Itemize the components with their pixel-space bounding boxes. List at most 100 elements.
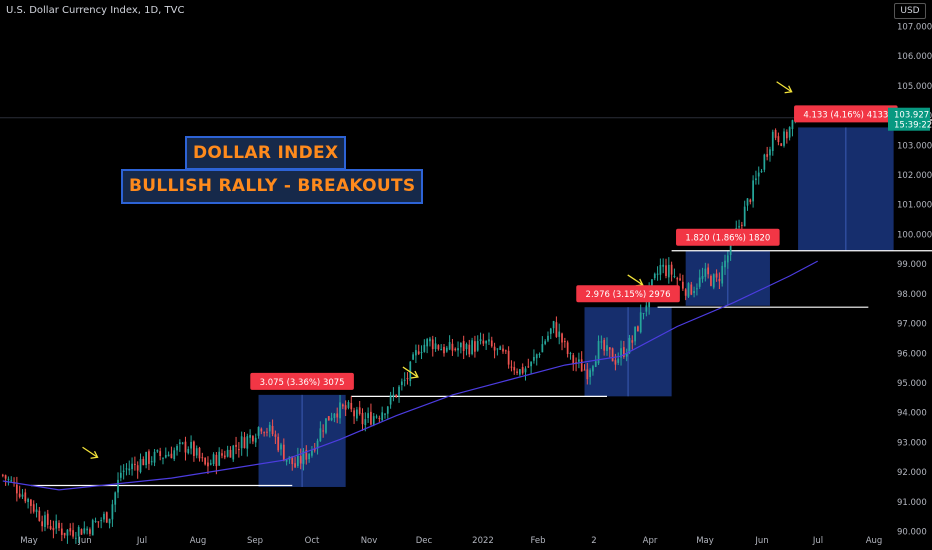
candle-body [86,528,88,531]
candle-body [7,478,10,480]
y-tick-label: 101.000 [897,201,932,211]
candle-body [80,529,83,535]
candle-body [645,305,648,312]
candle-body [142,458,145,466]
candle-body [757,172,760,177]
candle-body [268,424,271,432]
candle-body [55,520,58,529]
candle-body [350,402,353,410]
candle-body [718,278,721,282]
candle-body [209,463,212,465]
candle-body [128,468,131,471]
candle-body [611,348,614,362]
candle-body [139,459,142,473]
candle-body [195,448,198,456]
candle-body [510,366,513,368]
candle-body [252,436,254,442]
candle-body [263,432,266,434]
candle-body [566,342,569,354]
symbol-title[interactable]: U.S. Dollar Currency Index, 1D, TVC [6,5,185,16]
candle-body [1,474,4,476]
x-tick-label: 2 [591,536,596,546]
candle-body [63,532,66,536]
candle-body [91,520,94,536]
candle-body [712,274,715,288]
candle-body [111,504,114,520]
candle-body [122,470,125,472]
candle-body [541,344,544,353]
time-axis[interactable]: May Jun Jul Aug Sep Oct Nov Dec 2022 Feb 2 Apr May Ju… [20,536,882,546]
candle-body [538,354,541,356]
candle-body [721,265,724,284]
candle-body [119,472,122,478]
measure-label-bg [576,285,680,303]
candle-body [311,450,313,456]
candle-body [549,328,552,334]
candle-body [240,436,243,449]
candle-body [336,413,339,418]
candle-body [485,341,488,344]
candle-body [791,120,794,130]
candle-body [454,348,457,350]
y-tick-label: 99.000 [897,260,927,270]
candle-body [521,367,524,374]
candle-body [184,441,187,453]
candle-body [465,344,468,350]
candle-body [232,445,235,460]
candle-body [653,273,656,279]
candle-body [662,264,665,267]
last-price-tag-bg [888,107,930,131]
candle-body [60,528,63,535]
candles-layer [1,106,797,544]
candle-body [429,338,431,342]
candle-body [254,437,257,443]
candle-body [204,457,207,465]
candle-body [339,402,341,419]
candle-body [594,361,597,367]
price-axis[interactable]: 107.000106.000105.000104.000103.000102.0… [897,22,932,537]
currency-selector[interactable]: USD [894,3,926,19]
candle-body [49,526,52,530]
y-tick-label: 91.000 [897,498,927,508]
candle-body [659,264,662,275]
candle-body [625,353,628,357]
candle-body [83,528,86,534]
candle-body [212,454,215,464]
candle-body [218,451,221,466]
candle-body [516,371,518,373]
candle-body [698,277,701,287]
candle-body [193,441,195,456]
candle-body [547,335,549,341]
candle-body [30,499,32,506]
candle-body [729,240,732,255]
candle-body [504,350,507,352]
candle-body [243,437,246,449]
candle-body [105,512,108,523]
candle-body [164,455,167,458]
candle-body [524,368,527,373]
x-tick-label: Jul [812,536,823,546]
x-tick-label: Jul [136,536,147,546]
candle-body [617,358,620,363]
candle-body [361,412,364,425]
candle-body [622,347,625,357]
measure-label-bg [250,372,354,390]
candle-body [499,346,502,350]
candle-body [628,337,631,354]
annotation-arrow-head [784,85,793,94]
candle-body [117,479,119,493]
candle-body [752,180,754,202]
candle-body [52,527,55,531]
candle-body [670,264,673,275]
candle-body [572,355,575,364]
candle-body [277,436,280,451]
candle-body [400,381,403,386]
candle-body [131,463,133,470]
measure-label-text: 4.133 (4.16%) 4133 [803,110,888,120]
last-price-tag: 103.927 15:39:22 [888,107,932,131]
measure-label-text: 1.820 (1.86%) 1820 [685,234,770,244]
candle-body [724,260,726,268]
candle-body [479,339,482,341]
candle-body [434,343,437,350]
